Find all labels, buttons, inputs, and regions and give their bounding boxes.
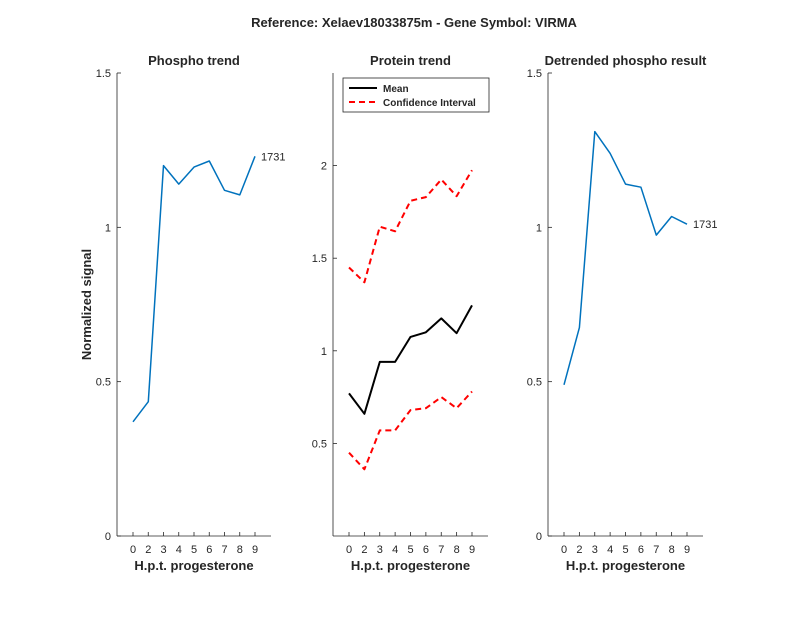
x-tick-label: 5	[407, 544, 413, 556]
end-label: 1731	[261, 151, 285, 163]
y-tick-label: 2	[321, 161, 327, 173]
x-tick-label: 0	[346, 544, 352, 556]
series-line	[348, 390, 473, 471]
y-tick-label: 1	[536, 222, 542, 234]
y-tick-label: 1.5	[96, 68, 111, 80]
x-tick-label: 2	[145, 544, 151, 556]
y-axis-label: Normalized signal	[79, 249, 94, 360]
x-tick-label: 3	[160, 544, 166, 556]
y-tick-label: 1.5	[527, 68, 542, 80]
x-tick-label: 7	[653, 544, 659, 556]
x-axis-label: H.p.t. progesterone	[134, 558, 253, 573]
x-tick-label: 4	[176, 544, 182, 556]
panel-title: Detrended phospho result	[545, 53, 707, 68]
x-tick-label: 9	[469, 544, 475, 556]
x-axis-label: H.p.t. progesterone	[566, 558, 685, 573]
y-tick-label: 0.5	[312, 438, 327, 450]
legend-box	[342, 77, 490, 113]
x-tick-label: 2	[361, 544, 367, 556]
x-tick-label: 4	[392, 544, 398, 556]
series-line	[348, 304, 473, 415]
legend-label: Mean	[383, 84, 409, 95]
legend-label: Confidence Interval	[383, 98, 476, 109]
x-tick-label: 9	[684, 544, 690, 556]
y-tick-label: 0	[105, 531, 111, 543]
x-tick-label: 4	[607, 544, 613, 556]
x-tick-label: 2	[576, 544, 582, 556]
x-tick-label: 8	[237, 544, 243, 556]
x-tick-label: 5	[191, 544, 197, 556]
panel-title: Phospho trend	[148, 53, 240, 68]
x-tick-label: 9	[252, 544, 258, 556]
x-tick-label: 6	[206, 544, 212, 556]
x-tick-label: 5	[622, 544, 628, 556]
y-tick-label: 1.5	[312, 253, 327, 265]
x-tick-label: 6	[423, 544, 429, 556]
x-tick-label: 7	[221, 544, 227, 556]
y-tick-label: 1	[105, 222, 111, 234]
y-tick-label: 0.5	[96, 377, 111, 389]
x-tick-label: 3	[377, 544, 383, 556]
x-tick-label: 8	[454, 544, 460, 556]
series-line	[132, 156, 256, 423]
x-tick-label: 3	[592, 544, 598, 556]
series-line	[563, 130, 688, 385]
x-tick-label: 0	[561, 544, 567, 556]
y-tick-label: 1	[321, 346, 327, 358]
x-tick-label: 6	[638, 544, 644, 556]
x-tick-label: 0	[130, 544, 136, 556]
y-tick-label: 0.5	[527, 377, 542, 389]
panel-title: Protein trend	[370, 53, 451, 68]
y-tick-label: 0	[536, 531, 542, 543]
end-label: 1731	[693, 219, 717, 231]
figure-title: Reference: Xelaev18033875m - Gene Symbol…	[251, 15, 577, 30]
x-axis-label: H.p.t. progesterone	[351, 558, 470, 573]
series-line	[348, 169, 473, 284]
x-tick-label: 7	[438, 544, 444, 556]
x-tick-label: 8	[669, 544, 675, 556]
